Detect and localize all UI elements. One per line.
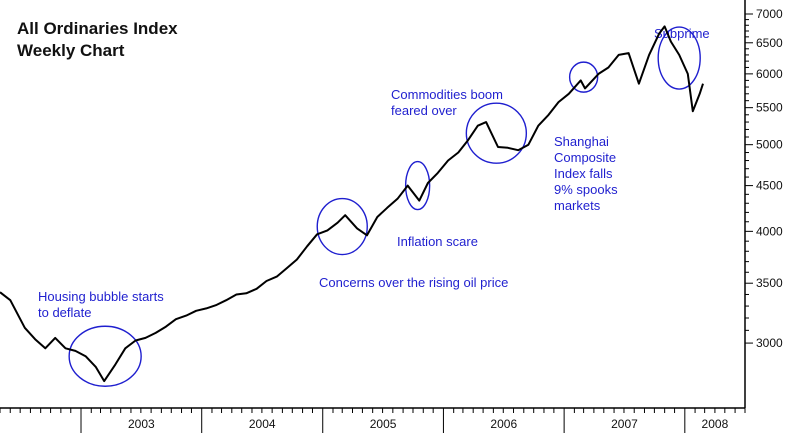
x-tick-label: 2006 <box>490 417 517 431</box>
x-axis: 2003 2004 2005 2006 2007 2008 <box>0 408 746 433</box>
annotation-label: Composite <box>554 150 616 165</box>
price-line-series <box>0 25 704 383</box>
annotation-circle <box>568 61 599 93</box>
y-tick-label: 7000 <box>756 7 783 21</box>
x-tick-label: 2003 <box>128 417 155 431</box>
annotation-label: feared over <box>391 103 457 118</box>
annotation-label: to deflate <box>38 305 92 320</box>
chart-subtitle: Weekly Chart <box>17 41 125 60</box>
annotation-label: Shanghai <box>554 134 609 149</box>
annotation-label: Subprime <box>654 26 710 41</box>
annotation-label: markets <box>554 198 601 213</box>
annotation-circle <box>316 197 368 256</box>
annotation-circle <box>657 26 701 90</box>
annotation-label: Commodities boom <box>391 87 503 102</box>
x-tick-label: 2005 <box>370 417 397 431</box>
annotation-label: 9% spooks <box>554 182 618 197</box>
annotation-label: Housing bubble starts <box>38 289 164 304</box>
annotation-circle <box>68 325 142 387</box>
x-tick-label: 2007 <box>611 417 638 431</box>
x-tick-label: 2004 <box>249 417 276 431</box>
y-tick-label: 6500 <box>756 36 783 50</box>
y-tick-label: 5000 <box>756 138 783 152</box>
y-tick-label: 3000 <box>756 336 783 350</box>
y-tick-label: 4000 <box>756 224 783 238</box>
annotation-circle <box>404 160 431 211</box>
y-axis: 3000 3500 4000 4500 5000 5500 6000 6500 7000 <box>745 7 783 350</box>
y-tick-label: 5500 <box>756 101 783 115</box>
annotation-circle <box>465 102 528 164</box>
x-tick-label: 2008 <box>702 417 729 431</box>
y-tick-label: 4500 <box>756 179 783 193</box>
annotation-label: Inflation scare <box>397 234 478 249</box>
y-tick-label: 3500 <box>756 276 783 290</box>
chart-title: All Ordinaries Index <box>17 19 178 38</box>
y-tick-label: 6000 <box>756 67 783 81</box>
annotation-label: Index falls <box>554 166 613 181</box>
annotation-label: Concerns over the rising oil price <box>319 275 508 290</box>
